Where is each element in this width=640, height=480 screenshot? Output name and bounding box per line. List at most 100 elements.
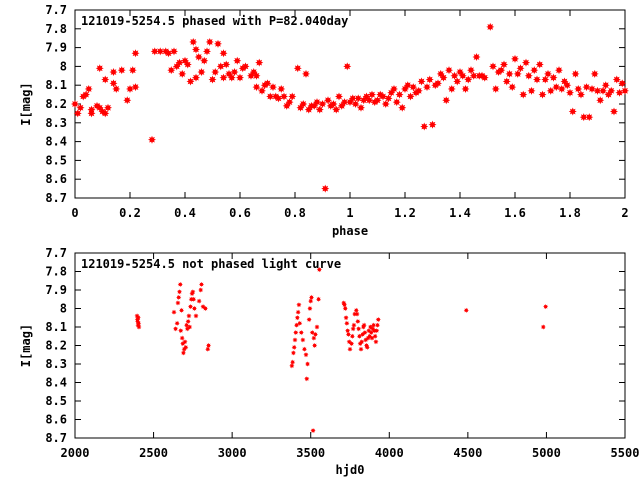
data-point (420, 122, 429, 131)
y-tick-label: 8.3 (45, 357, 67, 371)
y-axis-label: I[mag] (19, 324, 33, 367)
data-point (348, 341, 355, 347)
data-point (359, 339, 365, 345)
data-point (599, 86, 607, 95)
data-point (312, 342, 318, 349)
x-tick-label: 0.6 (229, 206, 251, 220)
data-point (566, 88, 574, 97)
data-point (299, 100, 308, 108)
data-point (178, 328, 184, 334)
data-point (353, 307, 359, 313)
data-point (442, 96, 451, 105)
data-point (563, 81, 572, 90)
data-point (538, 90, 547, 99)
y-tick-label: 8 (60, 59, 67, 73)
data-point (295, 309, 301, 315)
data-point (373, 96, 382, 105)
x-tick-label: 0.8 (284, 206, 306, 220)
data-point (183, 322, 190, 328)
data-point (126, 84, 134, 93)
data-point (156, 47, 165, 56)
y-tick-label: 7.8 (45, 22, 67, 36)
y-tick-label: 7.9 (45, 283, 67, 297)
data-point (197, 68, 206, 77)
data-point (219, 49, 228, 58)
data-point (472, 53, 481, 61)
y-axis-label: I[mag] (19, 82, 33, 125)
data-point (190, 289, 196, 295)
data-point (203, 47, 211, 56)
data-point (186, 313, 192, 319)
y-tick-label: 8.4 (45, 376, 67, 390)
data-point (183, 60, 192, 69)
data-point (269, 83, 277, 92)
data-point (588, 84, 596, 93)
data-point (285, 98, 294, 107)
data-point (527, 86, 536, 95)
data-point (117, 66, 126, 75)
data-point (174, 320, 180, 326)
data-point (196, 298, 202, 304)
data-point (175, 58, 184, 67)
x-tick-label: 2 (621, 206, 628, 220)
x-tick-label: 0.4 (174, 206, 196, 220)
data-point (216, 62, 225, 71)
data-point (329, 100, 338, 108)
data-point (308, 298, 314, 304)
y-tick-label: 8.5 (45, 394, 67, 408)
data-point (236, 73, 244, 82)
data-point (403, 81, 412, 90)
data-point (610, 107, 618, 116)
data-point (357, 103, 365, 112)
data-point (82, 90, 90, 99)
data-point (177, 281, 183, 288)
y-tick-label: 8.2 (45, 97, 67, 111)
data-point (266, 92, 275, 101)
data-point (293, 64, 302, 73)
data-point (313, 98, 321, 107)
data-points (134, 267, 549, 434)
data-point (131, 49, 140, 58)
data-point (136, 324, 142, 330)
data-point (546, 86, 555, 95)
data-point (187, 324, 193, 330)
x-tick-label: 2000 (61, 446, 90, 460)
data-point (417, 77, 426, 86)
x-tick-label: 5500 (611, 446, 640, 460)
x-tick-label: 1 (346, 206, 353, 220)
data-point (104, 103, 112, 112)
data-point (230, 68, 239, 77)
data-point (172, 326, 179, 332)
data-point (341, 302, 348, 308)
data-point (304, 361, 311, 367)
data-point (112, 84, 121, 93)
data-point (486, 22, 495, 31)
data-point (150, 47, 159, 56)
data-point (343, 62, 352, 71)
data-point (568, 107, 577, 116)
data-point (109, 79, 118, 88)
data-point (109, 68, 118, 77)
data-point (524, 71, 533, 80)
data-point (358, 346, 364, 352)
data-point (425, 75, 434, 84)
data-point (601, 81, 610, 90)
phased-light-curve-panel: 0 0.2 0.4 0.6 0.8 1 1.2 1.4 1.6 1.8 2 7.7 7.8 7.9 8 8.1… (19, 3, 629, 238)
data-point (171, 309, 177, 315)
data-point (315, 105, 324, 114)
data-point (500, 60, 508, 69)
data-point (543, 304, 549, 310)
plot-frame (74, 252, 626, 439)
data-point (549, 73, 558, 82)
y-tick-label: 8.7 (45, 431, 67, 445)
data-point (318, 100, 327, 108)
y-tick-label: 8.7 (45, 191, 67, 205)
data-point (368, 329, 374, 336)
data-point (445, 66, 453, 75)
y-tick-label: 8.4 (45, 135, 67, 149)
x-tick-label: 0.2 (119, 206, 141, 220)
data-point (128, 66, 137, 75)
data-point (148, 135, 156, 144)
x-axis-label: hjd0 (336, 463, 365, 477)
data-point (530, 66, 539, 75)
